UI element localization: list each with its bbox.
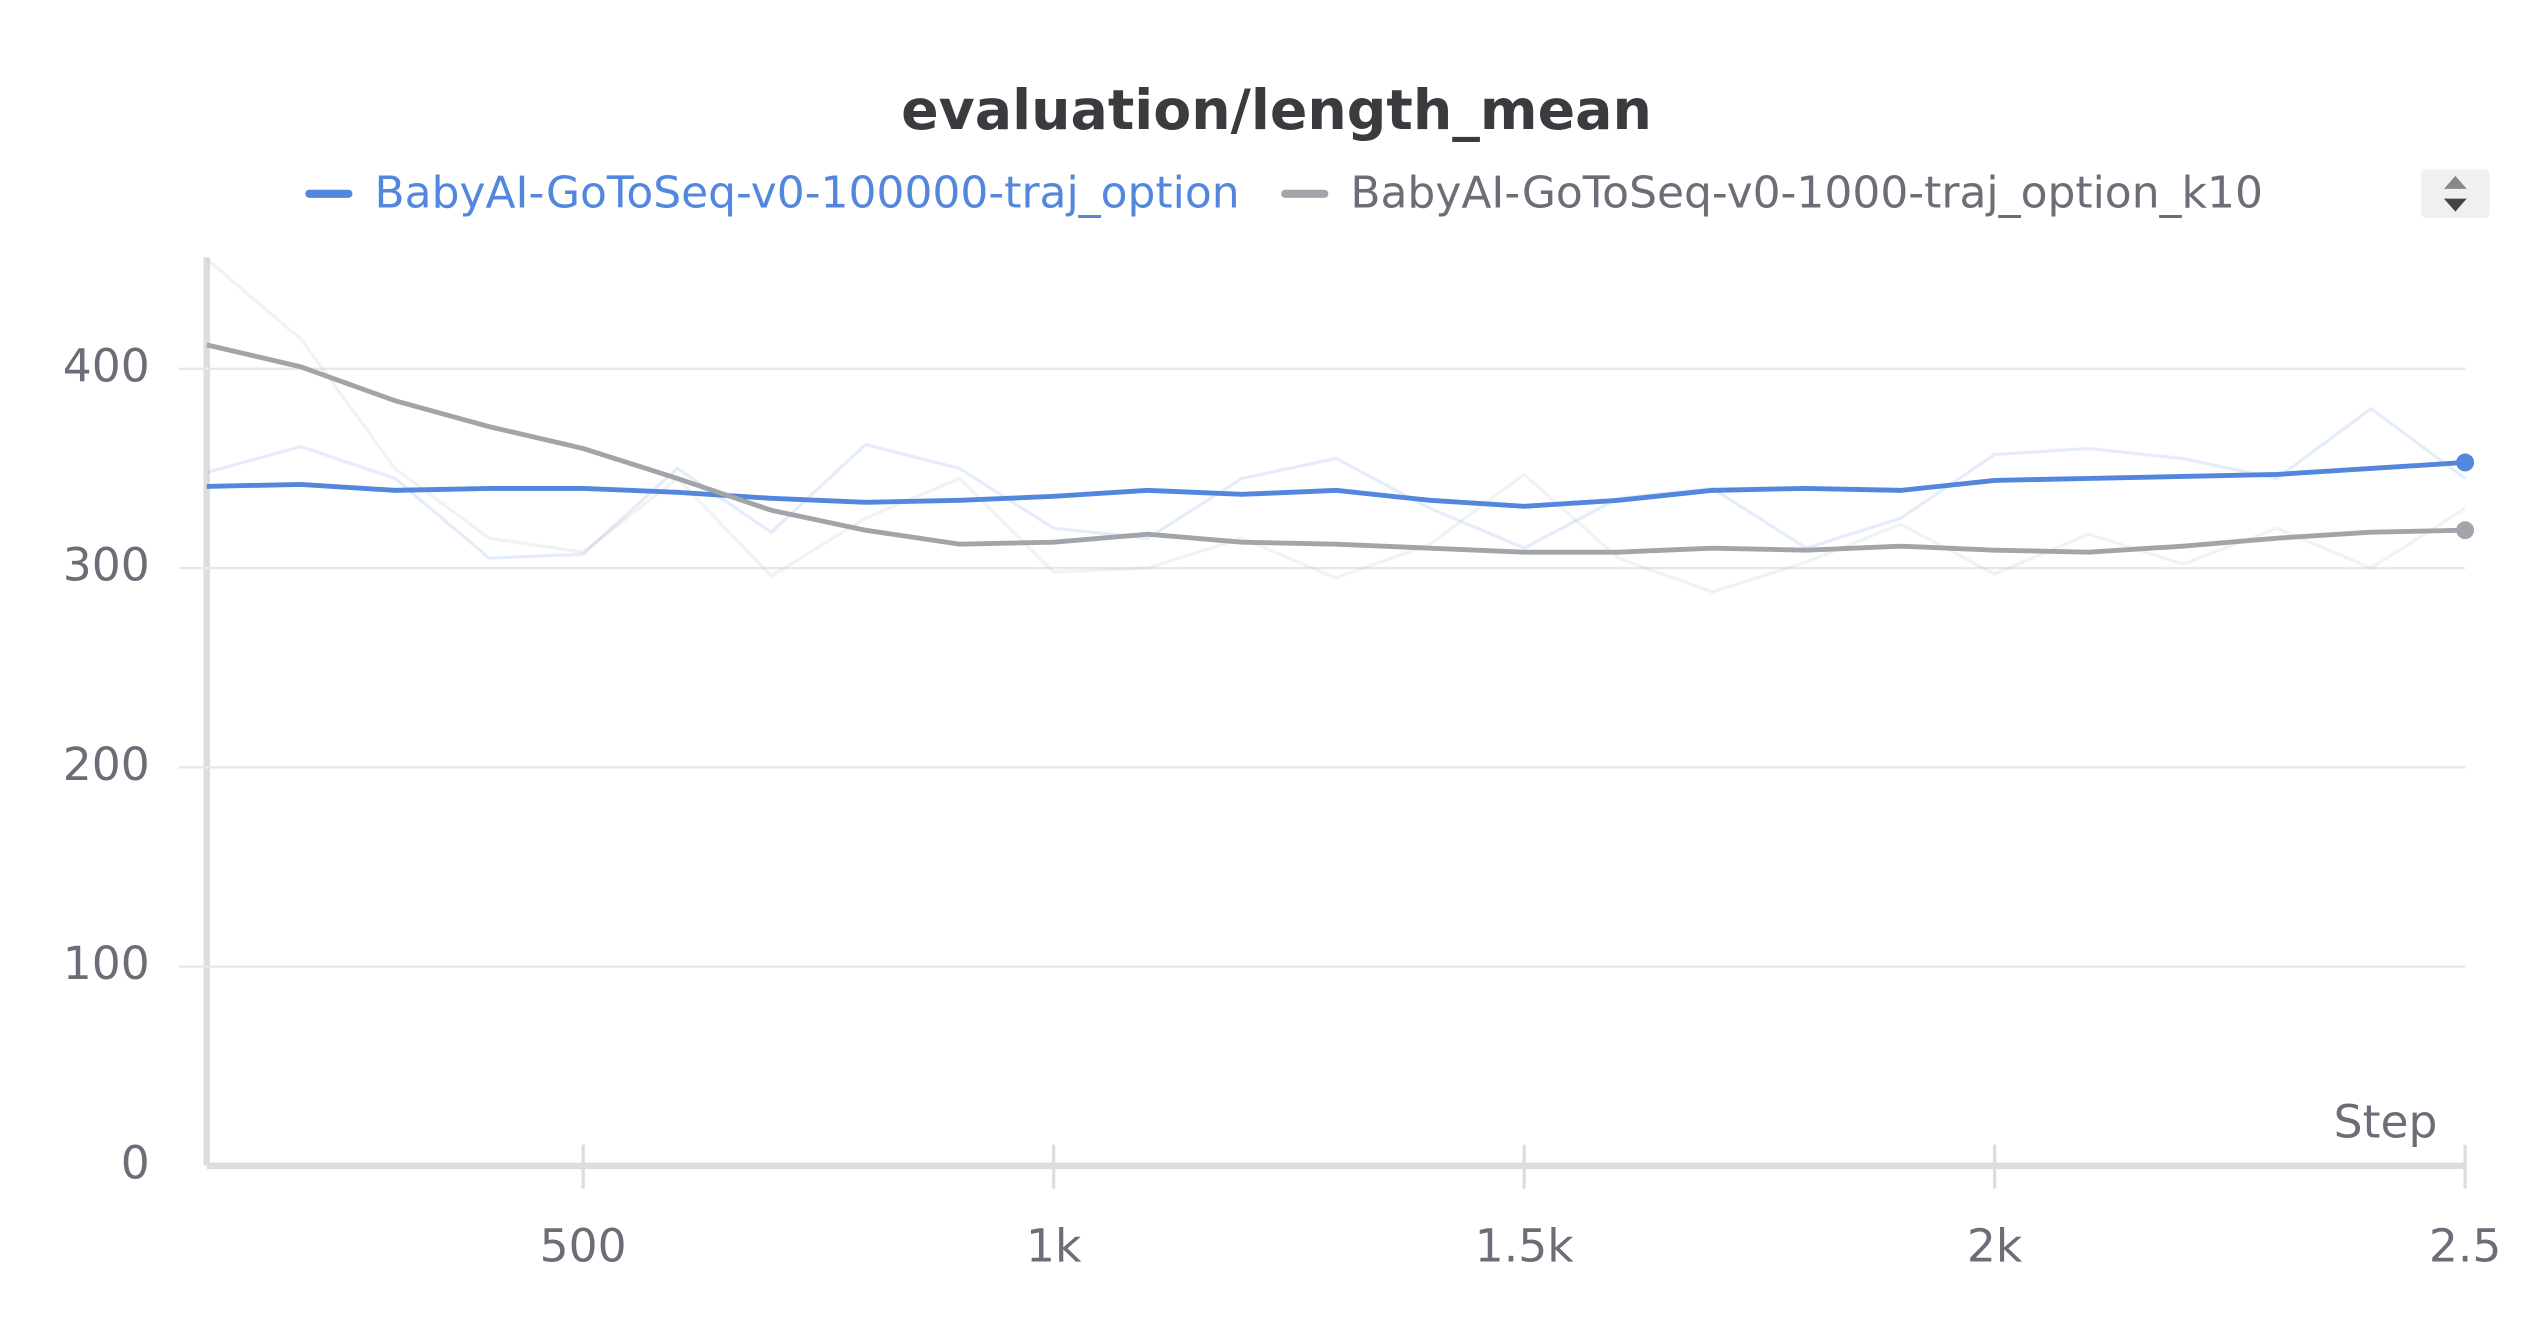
series-line bbox=[206, 460, 2466, 509]
legend-scroll[interactable] bbox=[2421, 169, 2490, 219]
scroll-button[interactable] bbox=[2421, 169, 2490, 219]
legend-label: BabyAI-GoToSeq-v0-1000-traj_option_k10 bbox=[1350, 167, 2263, 218]
scroll-up[interactable] bbox=[2443, 175, 2467, 189]
scroll-down[interactable] bbox=[2443, 198, 2467, 212]
y-tick-label: 0 bbox=[121, 1136, 150, 1189]
legend-label: BabyAI-GoToSeq-v0-100000-traj_option bbox=[374, 167, 1239, 218]
x-tick-label: 1.5k bbox=[1475, 1219, 1574, 1272]
y-tick-label: 100 bbox=[63, 937, 150, 990]
raw-line bbox=[205, 258, 2467, 594]
x-tick-label: 500 bbox=[540, 1219, 627, 1272]
y-tick-label: 200 bbox=[63, 738, 150, 791]
x-axis-label: Step bbox=[2334, 1096, 2438, 1149]
y-tick-label: 300 bbox=[63, 539, 150, 592]
raw-line bbox=[206, 406, 2467, 560]
series-line bbox=[206, 342, 2466, 555]
x-tick-label: 2.5 bbox=[2429, 1219, 2501, 1272]
chart-title: evaluation/length_mean bbox=[901, 79, 1652, 143]
x-tick-label: 1k bbox=[1026, 1219, 1082, 1272]
x-tick-label: 2k bbox=[1967, 1219, 2023, 1272]
end-dot bbox=[2456, 453, 2475, 472]
y-tick-label: 400 bbox=[63, 339, 150, 392]
end-dot bbox=[2456, 521, 2475, 540]
